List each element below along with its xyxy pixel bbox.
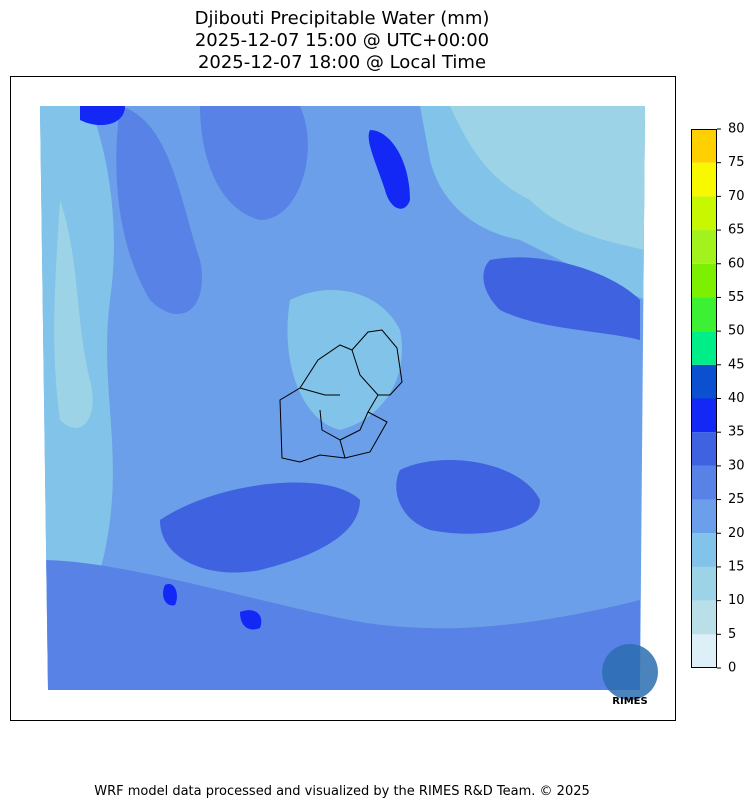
colorbar-tick-label: 65 — [728, 223, 745, 238]
footer: WRF model data processed and visualized … — [94, 784, 590, 799]
colorbar-tick-label: 20 — [728, 526, 745, 541]
colorbar-tick-label: 50 — [728, 324, 745, 339]
title-line: 2025-12-07 18:00 @ Local Time — [198, 52, 486, 73]
colorbar-tick-label: 15 — [728, 559, 745, 574]
colorbar-tick-label: 60 — [728, 256, 745, 271]
colorbar-bin — [691, 297, 717, 332]
colorbar-bin — [691, 398, 717, 433]
colorbar-bin — [691, 600, 717, 635]
colorbar-tick-label: 40 — [728, 391, 745, 406]
djibouti-borders — [279, 329, 403, 463]
colorbar-bin — [691, 432, 717, 466]
logo-text: RIMES — [612, 696, 647, 707]
colorbar-bin — [691, 196, 717, 231]
colorbar-bin — [691, 634, 717, 668]
colorbar-tick-label: 45 — [728, 357, 745, 372]
colorbar-bin — [691, 465, 717, 500]
colorbar-outline — [691, 129, 717, 668]
title-line: Djibouti Precipitable Water (mm) — [195, 8, 490, 29]
colorbar-tick-label: 10 — [728, 593, 745, 608]
colorbar-tick-label: 35 — [728, 425, 745, 440]
rimes-logo: RIMES — [602, 644, 658, 707]
colorbar: 0 5 10 15 20 25 30 35 40 45 50 55 60 65 70 75 80 — [691, 122, 745, 676]
precip-field — [40, 106, 645, 690]
colorbar-bin — [691, 499, 717, 534]
colorbar-bin — [691, 533, 717, 567]
colorbar-tick-label: 70 — [728, 189, 745, 204]
title: Djibouti Precipitable Water (mm) 2025-12… — [195, 8, 490, 73]
colorbar-bin — [691, 566, 717, 601]
colorbar-bin — [691, 331, 717, 365]
title-line: 2025-12-07 15:00 @ UTC+00:00 — [195, 30, 489, 51]
colorbar-bin — [691, 364, 717, 399]
colorbar-bin — [691, 162, 717, 197]
colorbar-bin — [691, 263, 717, 298]
colorbar-tick-label: 75 — [728, 155, 745, 170]
colorbar-tick-label: 80 — [728, 122, 745, 137]
colorbar-tick-label: 30 — [728, 458, 745, 473]
colorbar-bin — [691, 129, 717, 163]
colorbar-tick-label: 0 — [728, 661, 736, 676]
colorbar-tick-label: 5 — [728, 627, 736, 642]
colorbar-bin — [691, 230, 717, 264]
colorbar-tick-label: 25 — [728, 492, 745, 507]
colorbar-tick-label: 55 — [728, 290, 745, 305]
